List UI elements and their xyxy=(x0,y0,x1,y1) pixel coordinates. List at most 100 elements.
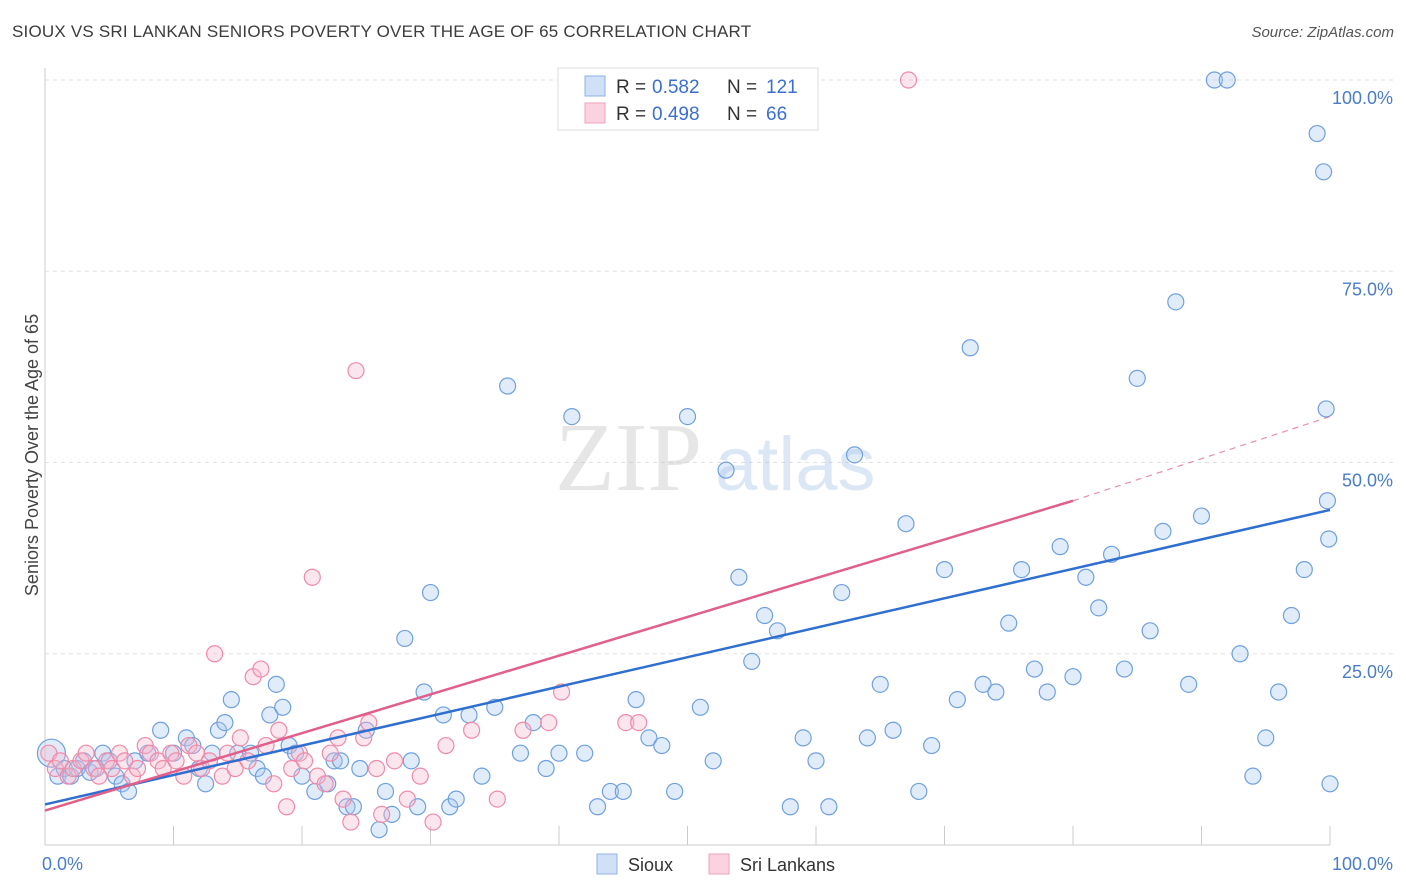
sioux-point xyxy=(1308,124,1326,143)
srilankans-point xyxy=(617,713,635,732)
srilankans-point xyxy=(316,775,334,793)
sioux-point xyxy=(601,782,620,801)
sioux-point xyxy=(730,568,748,586)
srilankans-point xyxy=(342,813,360,831)
legend-r-label-1: R = xyxy=(616,77,646,98)
legend-r-srilankans: 0.498 xyxy=(652,104,700,125)
sioux-point xyxy=(987,683,1005,701)
sioux-point xyxy=(627,691,645,709)
sioux-point xyxy=(1231,645,1249,663)
srilankans-point xyxy=(373,805,391,824)
srilankans-point xyxy=(398,790,416,808)
bottom-legend: Sioux Sri Lankans xyxy=(596,853,835,875)
sioux-point xyxy=(1218,71,1236,89)
srilankans-point xyxy=(488,790,506,808)
srilankans-point xyxy=(355,729,373,747)
sioux-point xyxy=(666,782,684,801)
sioux-point xyxy=(1317,400,1335,418)
top-legend: R = 0.582 N = 121 R = 0.498 N = 66 xyxy=(557,67,819,131)
srilankans-point xyxy=(77,744,95,762)
sioux-point xyxy=(447,790,465,808)
sioux-point xyxy=(1000,614,1018,632)
sioux-point xyxy=(910,782,928,801)
srilankans-point xyxy=(411,767,429,785)
sioux-point xyxy=(717,461,735,479)
srilankans-point xyxy=(437,736,455,755)
y-tick-label: 100.0% xyxy=(1332,88,1393,108)
legend-swatch-srilankans xyxy=(584,102,606,124)
sioux-point xyxy=(267,675,285,693)
srilankans-point xyxy=(283,759,301,778)
srilankans-point xyxy=(51,752,70,770)
sioux-point xyxy=(820,798,838,816)
srilankans-point xyxy=(103,759,121,778)
trend-lines xyxy=(44,416,1331,812)
source-label: Source: ZipAtlas.com xyxy=(1251,24,1394,41)
sioux-point xyxy=(833,583,851,602)
srilankans-point xyxy=(367,759,386,778)
srilankans-point xyxy=(347,362,365,380)
sioux-point xyxy=(1012,560,1031,579)
sioux-point xyxy=(588,798,607,816)
sioux-point xyxy=(402,752,420,770)
sioux-point xyxy=(858,729,877,747)
sioux-point xyxy=(781,798,799,816)
y-tick-label: 75.0% xyxy=(1342,279,1393,299)
sioux-point xyxy=(1192,507,1211,525)
sioux-point xyxy=(511,744,530,762)
srilankans-point xyxy=(334,790,352,808)
legend-swatch-sioux xyxy=(584,75,606,97)
watermark: ZIP atlas xyxy=(555,404,876,512)
sioux-point xyxy=(351,759,369,778)
sioux-point xyxy=(421,583,440,602)
sioux-point xyxy=(197,775,215,793)
sioux-point xyxy=(884,721,902,739)
sioux-point xyxy=(1180,675,1198,693)
srilankans-point xyxy=(270,721,288,739)
legend-r-sioux: 0.582 xyxy=(652,77,700,98)
sioux-point xyxy=(1128,369,1146,387)
srilankans-point xyxy=(167,752,185,770)
srilankans-trend-line xyxy=(44,499,1074,812)
sioux-point xyxy=(1314,163,1333,181)
srilankans-point xyxy=(295,752,314,770)
srilankans-point xyxy=(463,721,481,739)
srilankans-point xyxy=(321,744,339,762)
sioux-point xyxy=(1257,729,1275,747)
sioux-point xyxy=(1318,492,1337,510)
sioux-point xyxy=(1077,568,1095,586)
sioux-point xyxy=(935,560,954,579)
chart-title: SIOUX VS SRI LANKAN SENIORS POVERTY OVER… xyxy=(12,22,752,41)
srilankans-point xyxy=(90,767,108,785)
sioux-point xyxy=(576,744,594,762)
srilankans-point xyxy=(213,767,231,785)
sioux-point xyxy=(261,706,279,724)
axes xyxy=(44,68,1331,846)
legend-n-srilankans: 66 xyxy=(766,104,787,125)
sioux-point xyxy=(614,782,632,801)
sioux-point xyxy=(1244,767,1262,785)
sioux-point xyxy=(550,744,568,762)
sioux-point xyxy=(923,736,941,755)
sioux-point xyxy=(473,767,491,785)
srilankans-trend-extension xyxy=(1072,416,1331,502)
legend-n-label-2: N = xyxy=(727,104,757,125)
sioux-point xyxy=(1064,668,1082,686)
srilankans-point xyxy=(899,71,918,89)
sioux-point xyxy=(653,736,671,755)
sioux-point xyxy=(1115,660,1134,678)
sioux-point xyxy=(152,721,170,739)
watermark-atlas: atlas xyxy=(715,422,876,507)
sioux-point xyxy=(1295,560,1313,579)
srilankans-point xyxy=(303,568,321,586)
sioux-point xyxy=(563,408,581,426)
sioux-point xyxy=(274,698,292,716)
sioux-point xyxy=(871,675,889,693)
srilankans-point xyxy=(188,744,206,762)
sioux-point xyxy=(1025,660,1044,678)
sioux-point xyxy=(743,652,761,671)
sioux-point xyxy=(1038,683,1056,701)
srilankans-point xyxy=(239,752,257,770)
sioux-point xyxy=(897,515,915,533)
